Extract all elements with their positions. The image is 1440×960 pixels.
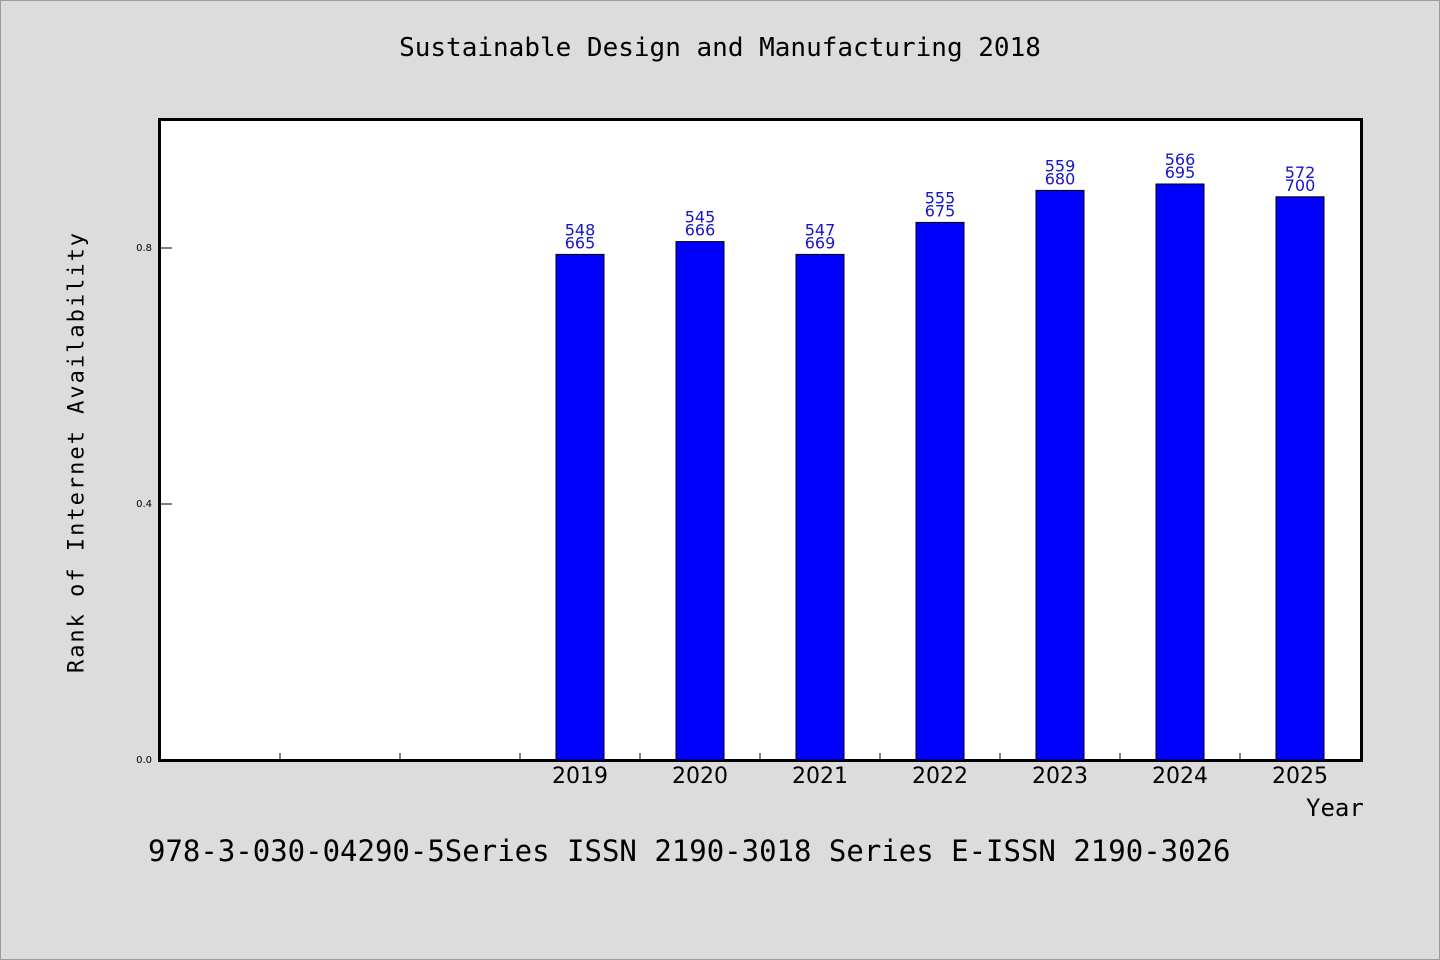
axis-ticks: 0.0 0.4 0.8 [136,243,1241,766]
data-label: 665 [565,233,596,252]
y-tick-label: 0.0 [136,755,152,766]
y-tick-label: 0.8 [136,243,152,254]
data-label: 566 [1165,150,1196,169]
bar [675,241,725,761]
data-label: 666 [685,221,716,240]
x-tick-label: 2025 [1272,764,1328,789]
data-label: 572 [1285,163,1316,182]
y-tick-label: 0.4 [136,499,152,510]
x-tick-label: 2023 [1032,764,1088,789]
data-label: 545 [685,208,716,227]
bar [915,221,965,761]
data-label: 669 [805,233,836,252]
data-label: 559 [1045,156,1076,175]
data-label: 555 [925,188,956,207]
x-tick-label: 2020 [672,764,728,789]
bar [795,253,845,761]
bars [555,183,1325,761]
data-label: 675 [925,201,956,220]
x-tick-label: 2021 [792,764,848,789]
data-label: 548 [565,220,596,239]
chart-title: Sustainable Design and Manufacturing 201… [399,33,1041,63]
footer-text: 978-3-030-04290-5Series ISSN 2190-3018 S… [148,834,1231,868]
bar [1035,189,1085,761]
data-label: 700 [1285,176,1316,195]
data-label: 695 [1165,163,1196,182]
x-axis-label: Year [1306,794,1364,822]
bar [555,253,605,761]
x-tick-label: 2022 [912,764,968,789]
x-tick-label: 2019 [552,764,608,789]
data-label: 547 [805,220,836,239]
bar [1275,196,1325,761]
bar [1155,183,1205,761]
data-label: 680 [1045,169,1076,188]
x-tick-label: 2024 [1152,764,1208,789]
